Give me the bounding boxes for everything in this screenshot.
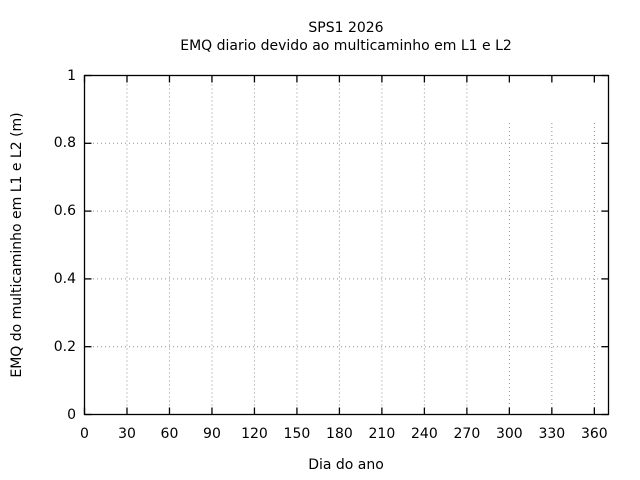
y-tick-label: 0 bbox=[67, 406, 76, 423]
x-tick-label: 270 bbox=[453, 426, 481, 442]
y-tick-label: 1 bbox=[67, 67, 76, 84]
x-tick-label: 150 bbox=[283, 426, 311, 442]
x-tick-label: 60 bbox=[160, 426, 179, 442]
x-tick-label: 300 bbox=[495, 426, 523, 442]
chart-subtitle: EMQ diario devido ao multicaminho em L1 … bbox=[180, 38, 512, 54]
plot-border bbox=[83, 74, 610, 416]
y-tick-label: 0.8 bbox=[53, 135, 76, 152]
x-tick-label: 180 bbox=[326, 426, 353, 442]
chart-title: SPS1 2026 bbox=[308, 20, 384, 36]
x-tick-label: 240 bbox=[411, 426, 438, 442]
x-axis-label: Dia do ano bbox=[308, 457, 384, 473]
x-tick-label: 330 bbox=[538, 426, 566, 442]
x-tick-label: 360 bbox=[580, 426, 608, 442]
y-tick-label: 0.6 bbox=[53, 203, 76, 220]
x-tick-label: 0 bbox=[80, 426, 89, 442]
x-tick-label: 120 bbox=[241, 426, 268, 442]
y-tick-label: 0.4 bbox=[53, 270, 76, 287]
y-tick-label: 0.2 bbox=[53, 338, 76, 355]
x-tick-label: 90 bbox=[203, 426, 221, 442]
x-tick-label: 210 bbox=[368, 426, 396, 442]
x-tick-label: 30 bbox=[118, 426, 136, 442]
